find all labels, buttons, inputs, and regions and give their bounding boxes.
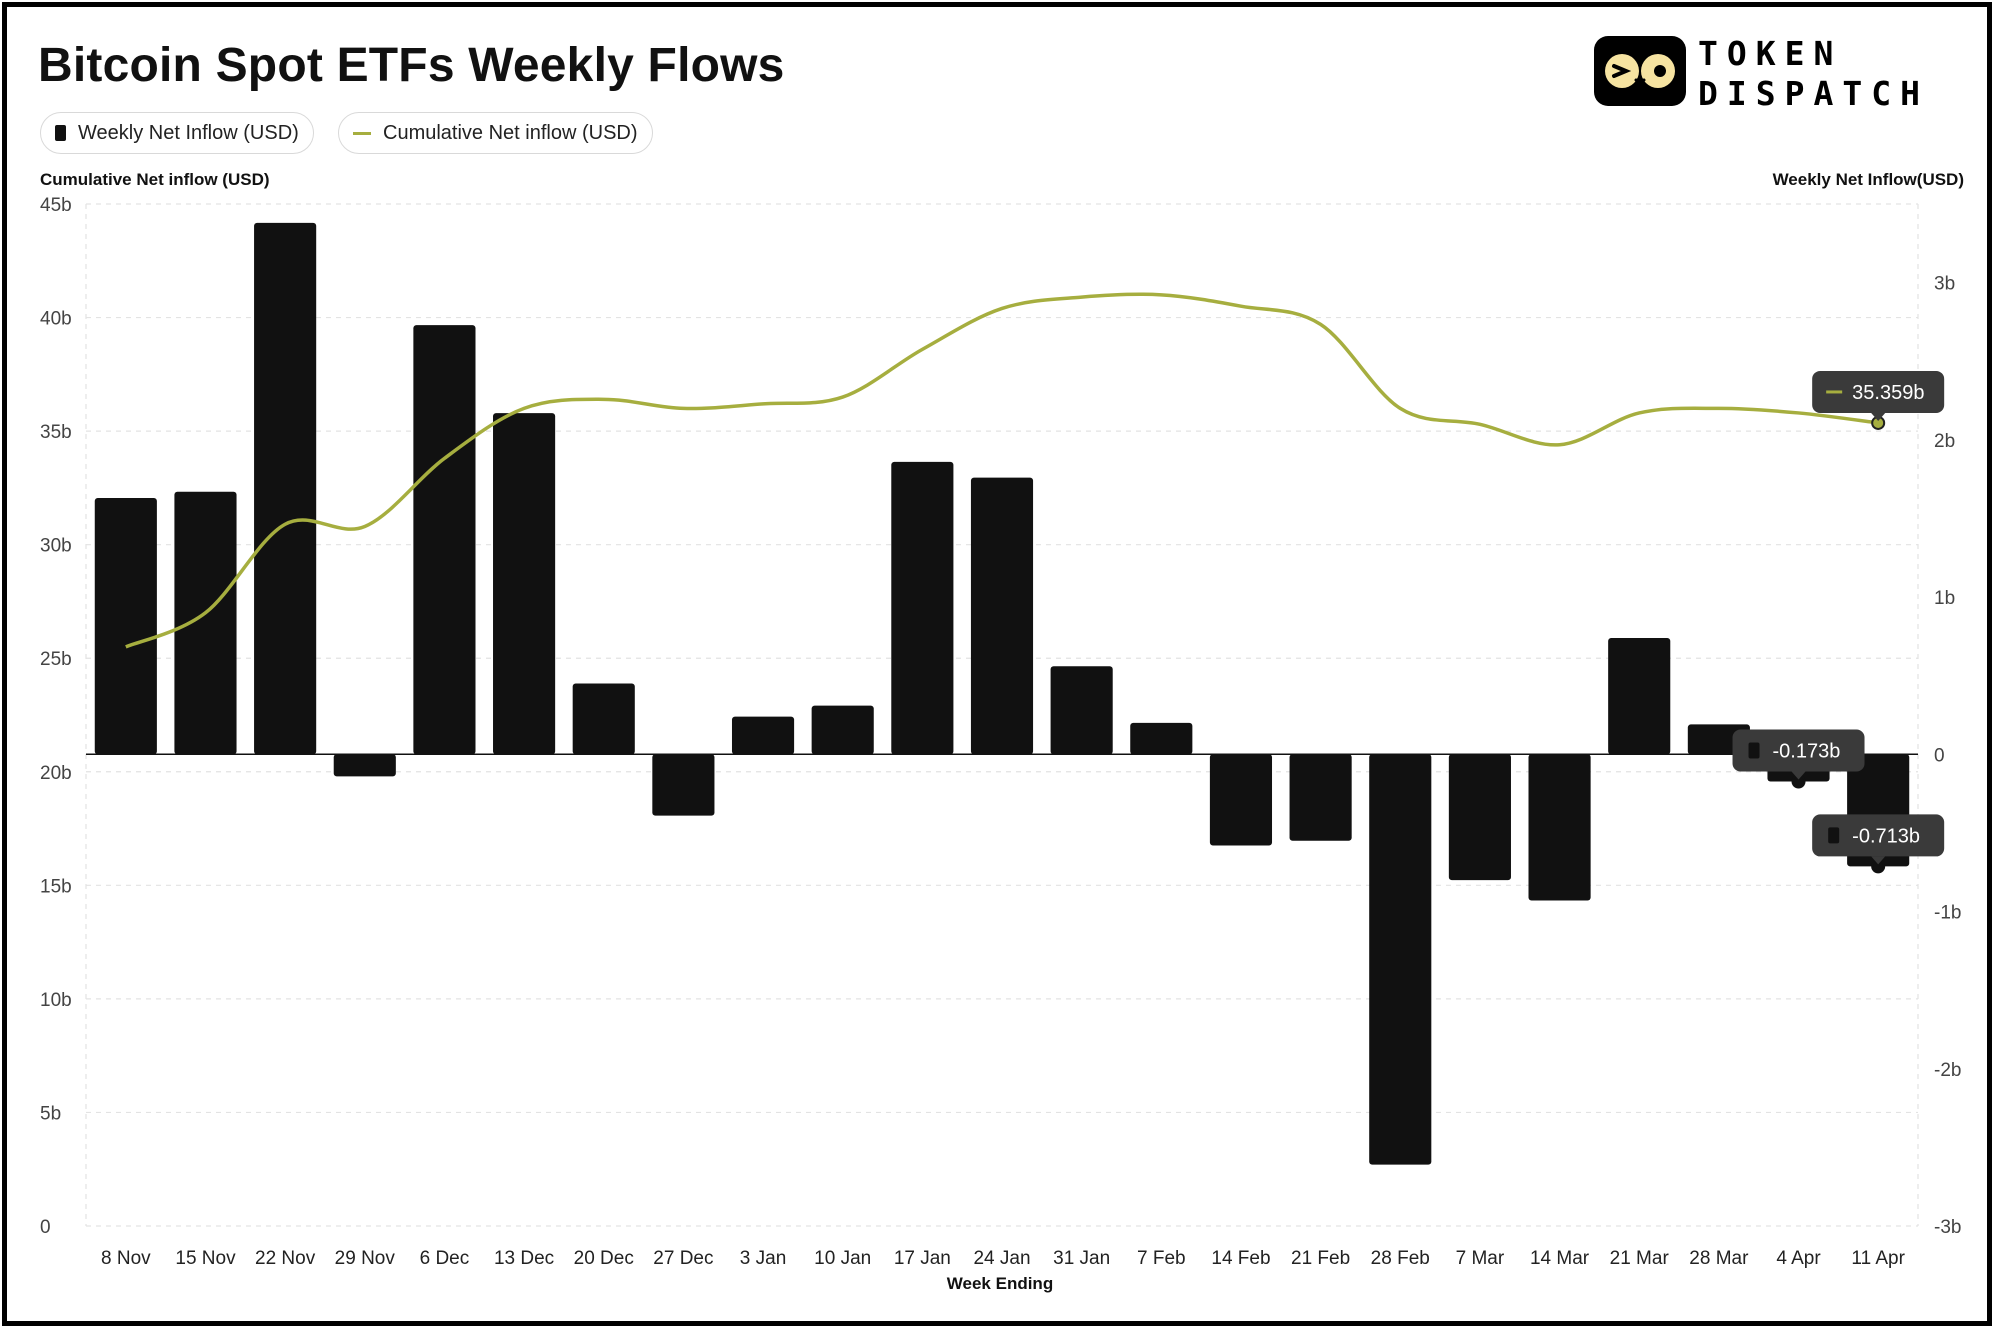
x-tick-label: 14 Mar (1530, 1248, 1590, 1269)
bar (1448, 754, 1511, 881)
right-tick-label: 2b (1934, 431, 1955, 452)
x-tick-label: 28 Mar (1689, 1248, 1749, 1269)
bar-series-weekly (94, 222, 1910, 1165)
tooltip-bar-swatch-icon (1748, 742, 1760, 759)
tooltip-value: 35.359b (1852, 382, 1924, 404)
x-tick-label: 4 Apr (1776, 1248, 1821, 1269)
x-tick-label: 29 Nov (335, 1248, 396, 1269)
tooltip: -0.173b (1732, 729, 1865, 780)
tooltip: 35.359b (1812, 370, 1945, 421)
bar (811, 705, 874, 755)
right-tick-label: 0 (1934, 745, 1945, 766)
left-tick-label: 30b (40, 536, 72, 557)
right-tick-label: -3b (1934, 1217, 1961, 1238)
brand-word-token: TOKEN (1698, 34, 1843, 73)
left-tick-label: 20b (40, 763, 72, 784)
bar (731, 716, 795, 755)
x-tick-label: 10 Jan (814, 1248, 871, 1269)
tooltip-box (1732, 729, 1865, 772)
bar (1130, 722, 1193, 755)
legend-item-cumulative-net-inflow[interactable]: Cumulative Net inflow (USD) (338, 112, 653, 154)
bar (891, 461, 954, 755)
legend-item-weekly-net-inflow[interactable]: Weekly Net Inflow (USD) (40, 112, 314, 154)
brand-word-dispatch: DISPATCH (1698, 74, 1929, 113)
legend-label-weekly: Weekly Net Inflow (USD) (78, 121, 299, 144)
tooltip-value: -0.713b (1852, 825, 1920, 847)
tooltip-box (1812, 814, 1945, 857)
x-tick-label: 24 Jan (973, 1248, 1030, 1269)
left-tick-label: 25b (40, 649, 72, 670)
tooltip-line-swatch-icon (1826, 390, 1843, 394)
bar (413, 325, 476, 755)
bar (970, 477, 1034, 755)
bar (1209, 754, 1273, 846)
bar (1369, 754, 1432, 1165)
tooltip-pointer (1871, 856, 1886, 865)
left-tick-label: 0 (40, 1217, 51, 1238)
bar (174, 491, 237, 755)
x-tick-label: 27 Dec (653, 1248, 713, 1269)
chart-title: Bitcoin Spot ETFs Weekly Flows (38, 39, 785, 92)
left-tick-label: 35b (40, 422, 72, 443)
right-tick-label: 3b (1934, 274, 1955, 295)
bar (1050, 666, 1113, 755)
x-tick-label: 13 Dec (494, 1248, 554, 1269)
point-markers (1791, 415, 1886, 874)
left-tick-label: 5b (40, 1103, 61, 1124)
bar (94, 498, 157, 755)
tooltip-bar-swatch-icon (1828, 827, 1840, 844)
x-tick-label: 6 Dec (420, 1248, 470, 1269)
x-tick-label: 15 Nov (175, 1248, 236, 1269)
x-tick-label: 7 Feb (1137, 1248, 1186, 1269)
left-tick-label: 40b (40, 309, 72, 330)
tooltip-pointer (1791, 771, 1806, 780)
left-tick-label: 15b (40, 876, 72, 897)
x-axis-title: Week Ending (946, 1274, 1054, 1293)
x-axis-ticks: 8 Nov 15 Nov 22 Nov 29 Nov 6 Dec 13 Dec 20 Dec… (101, 1248, 1906, 1269)
tooltip: -0.713b (1812, 814, 1945, 865)
right-tick-label: -1b (1934, 903, 1961, 924)
x-tick-label: 7 Mar (1456, 1248, 1505, 1269)
bar (333, 754, 396, 777)
tooltip-box (1812, 370, 1945, 413)
line-series-cumulative (125, 292, 1879, 649)
bar (572, 683, 635, 755)
bar (1528, 754, 1591, 901)
x-tick-label: 17 Jan (894, 1248, 951, 1269)
bar (1608, 637, 1671, 755)
tooltip-pointer (1871, 412, 1886, 421)
x-tick-label: 8 Nov (101, 1248, 151, 1269)
left-axis-title: Cumulative Net inflow (USD) (40, 170, 270, 189)
x-tick-label: 31 Jan (1053, 1248, 1110, 1269)
bar-swatch-icon (55, 125, 66, 141)
line-swatch-icon (353, 131, 371, 135)
bar (493, 413, 556, 755)
x-tick-label: 22 Nov (255, 1248, 316, 1269)
tooltips: 35.359b -0.173b -0.713b (1732, 370, 1945, 865)
right-tick-label: -2b (1934, 1060, 1961, 1081)
x-tick-label: 20 Dec (574, 1248, 634, 1269)
right-axis-ticks: -3b -2b -1b 0 1b 2b 3b (1934, 274, 1961, 1238)
x-tick-label: 28 Feb (1371, 1248, 1430, 1269)
x-tick-label: 21 Feb (1291, 1248, 1350, 1269)
goggles-logo-icon (1594, 36, 1686, 106)
x-tick-label: 11 Apr (1851, 1248, 1905, 1269)
right-tick-label: 1b (1934, 588, 1955, 609)
x-tick-label: 3 Jan (740, 1248, 786, 1269)
bar (652, 754, 715, 816)
x-tick-label: 21 Mar (1610, 1248, 1670, 1269)
left-axis-ticks: 0 5b 10b 15b 20b 25b 30b 35b 40b 45b (40, 195, 72, 1238)
left-tick-label: 10b (40, 990, 72, 1011)
brand-logo: TOKEN DISPATCH (1594, 34, 1964, 114)
bar (254, 222, 317, 755)
left-tick-label: 45b (40, 195, 72, 216)
legend-label-cumulative: Cumulative Net inflow (USD) (383, 121, 638, 144)
bar (1289, 754, 1352, 841)
right-axis-title: Weekly Net Inflow(USD) (1772, 170, 1964, 189)
tooltip-value: -0.173b (1773, 741, 1841, 763)
x-tick-label: 14 Feb (1211, 1248, 1270, 1269)
